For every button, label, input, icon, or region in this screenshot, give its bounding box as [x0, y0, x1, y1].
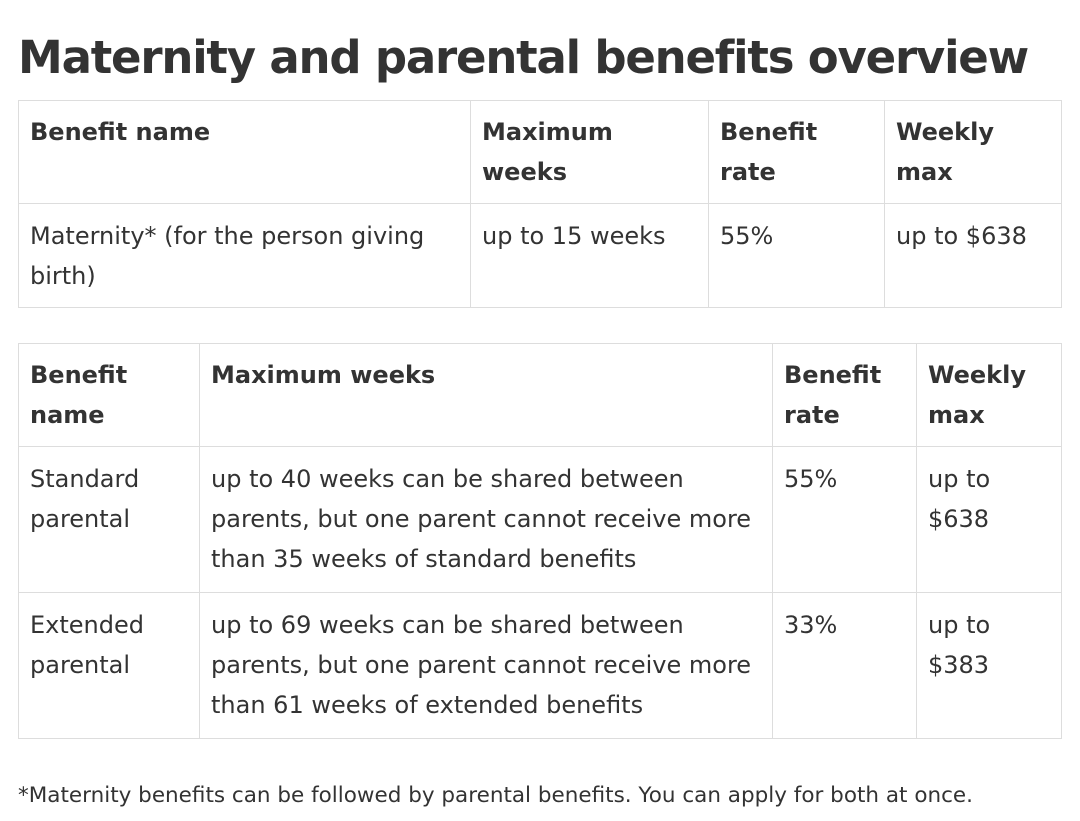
header-benefit-rate: Benefit rate [708, 100, 885, 204]
maternity-benefits-table: Benefit name Maximum weeks Benefit rate … [18, 100, 1062, 308]
table-header-row: Benefit name Maximum weeks Benefit rate … [18, 343, 1062, 447]
table-row: Standard parental up to 40 weeks can be … [18, 446, 1062, 593]
cell-benefit-name: Standard parental [18, 446, 200, 593]
cell-weekly-max: up to $383 [916, 592, 1062, 739]
cell-maximum-weeks: up to 40 weeks can be shared between par… [199, 446, 773, 593]
header-benefit-name: Benefit name [18, 343, 200, 447]
page-title: Maternity and parental benefits overview [18, 31, 1029, 84]
header-weekly-max: Weekly max [916, 343, 1062, 447]
cell-maximum-weeks: up to 15 weeks [470, 203, 709, 308]
cell-benefit-rate: 55% [772, 446, 917, 593]
parental-benefits-table: Benefit name Maximum weeks Benefit rate … [18, 343, 1062, 739]
cell-benefit-name: Maternity* (for the person giving birth) [18, 203, 471, 308]
table-row: Extended parental up to 69 weeks can be … [18, 592, 1062, 739]
cell-maximum-weeks: up to 69 weeks can be shared between par… [199, 592, 773, 739]
cell-benefit-name: Extended parental [18, 592, 200, 739]
table-header-row: Benefit name Maximum weeks Benefit rate … [18, 100, 1062, 204]
cell-weekly-max: up to $638 [884, 203, 1062, 308]
cell-benefit-rate: 55% [708, 203, 885, 308]
cell-weekly-max: up to $638 [916, 446, 1062, 593]
header-benefit-rate: Benefit rate [772, 343, 917, 447]
header-maximum-weeks: Maximum weeks [199, 343, 773, 447]
table-row: Maternity* (for the person giving birth)… [18, 203, 1062, 308]
header-maximum-weeks: Maximum weeks [470, 100, 709, 204]
footnote: *Maternity benefits can be followed by p… [18, 783, 973, 808]
cell-benefit-rate: 33% [772, 592, 917, 739]
header-benefit-name: Benefit name [18, 100, 471, 204]
header-weekly-max: Weekly max [884, 100, 1062, 204]
